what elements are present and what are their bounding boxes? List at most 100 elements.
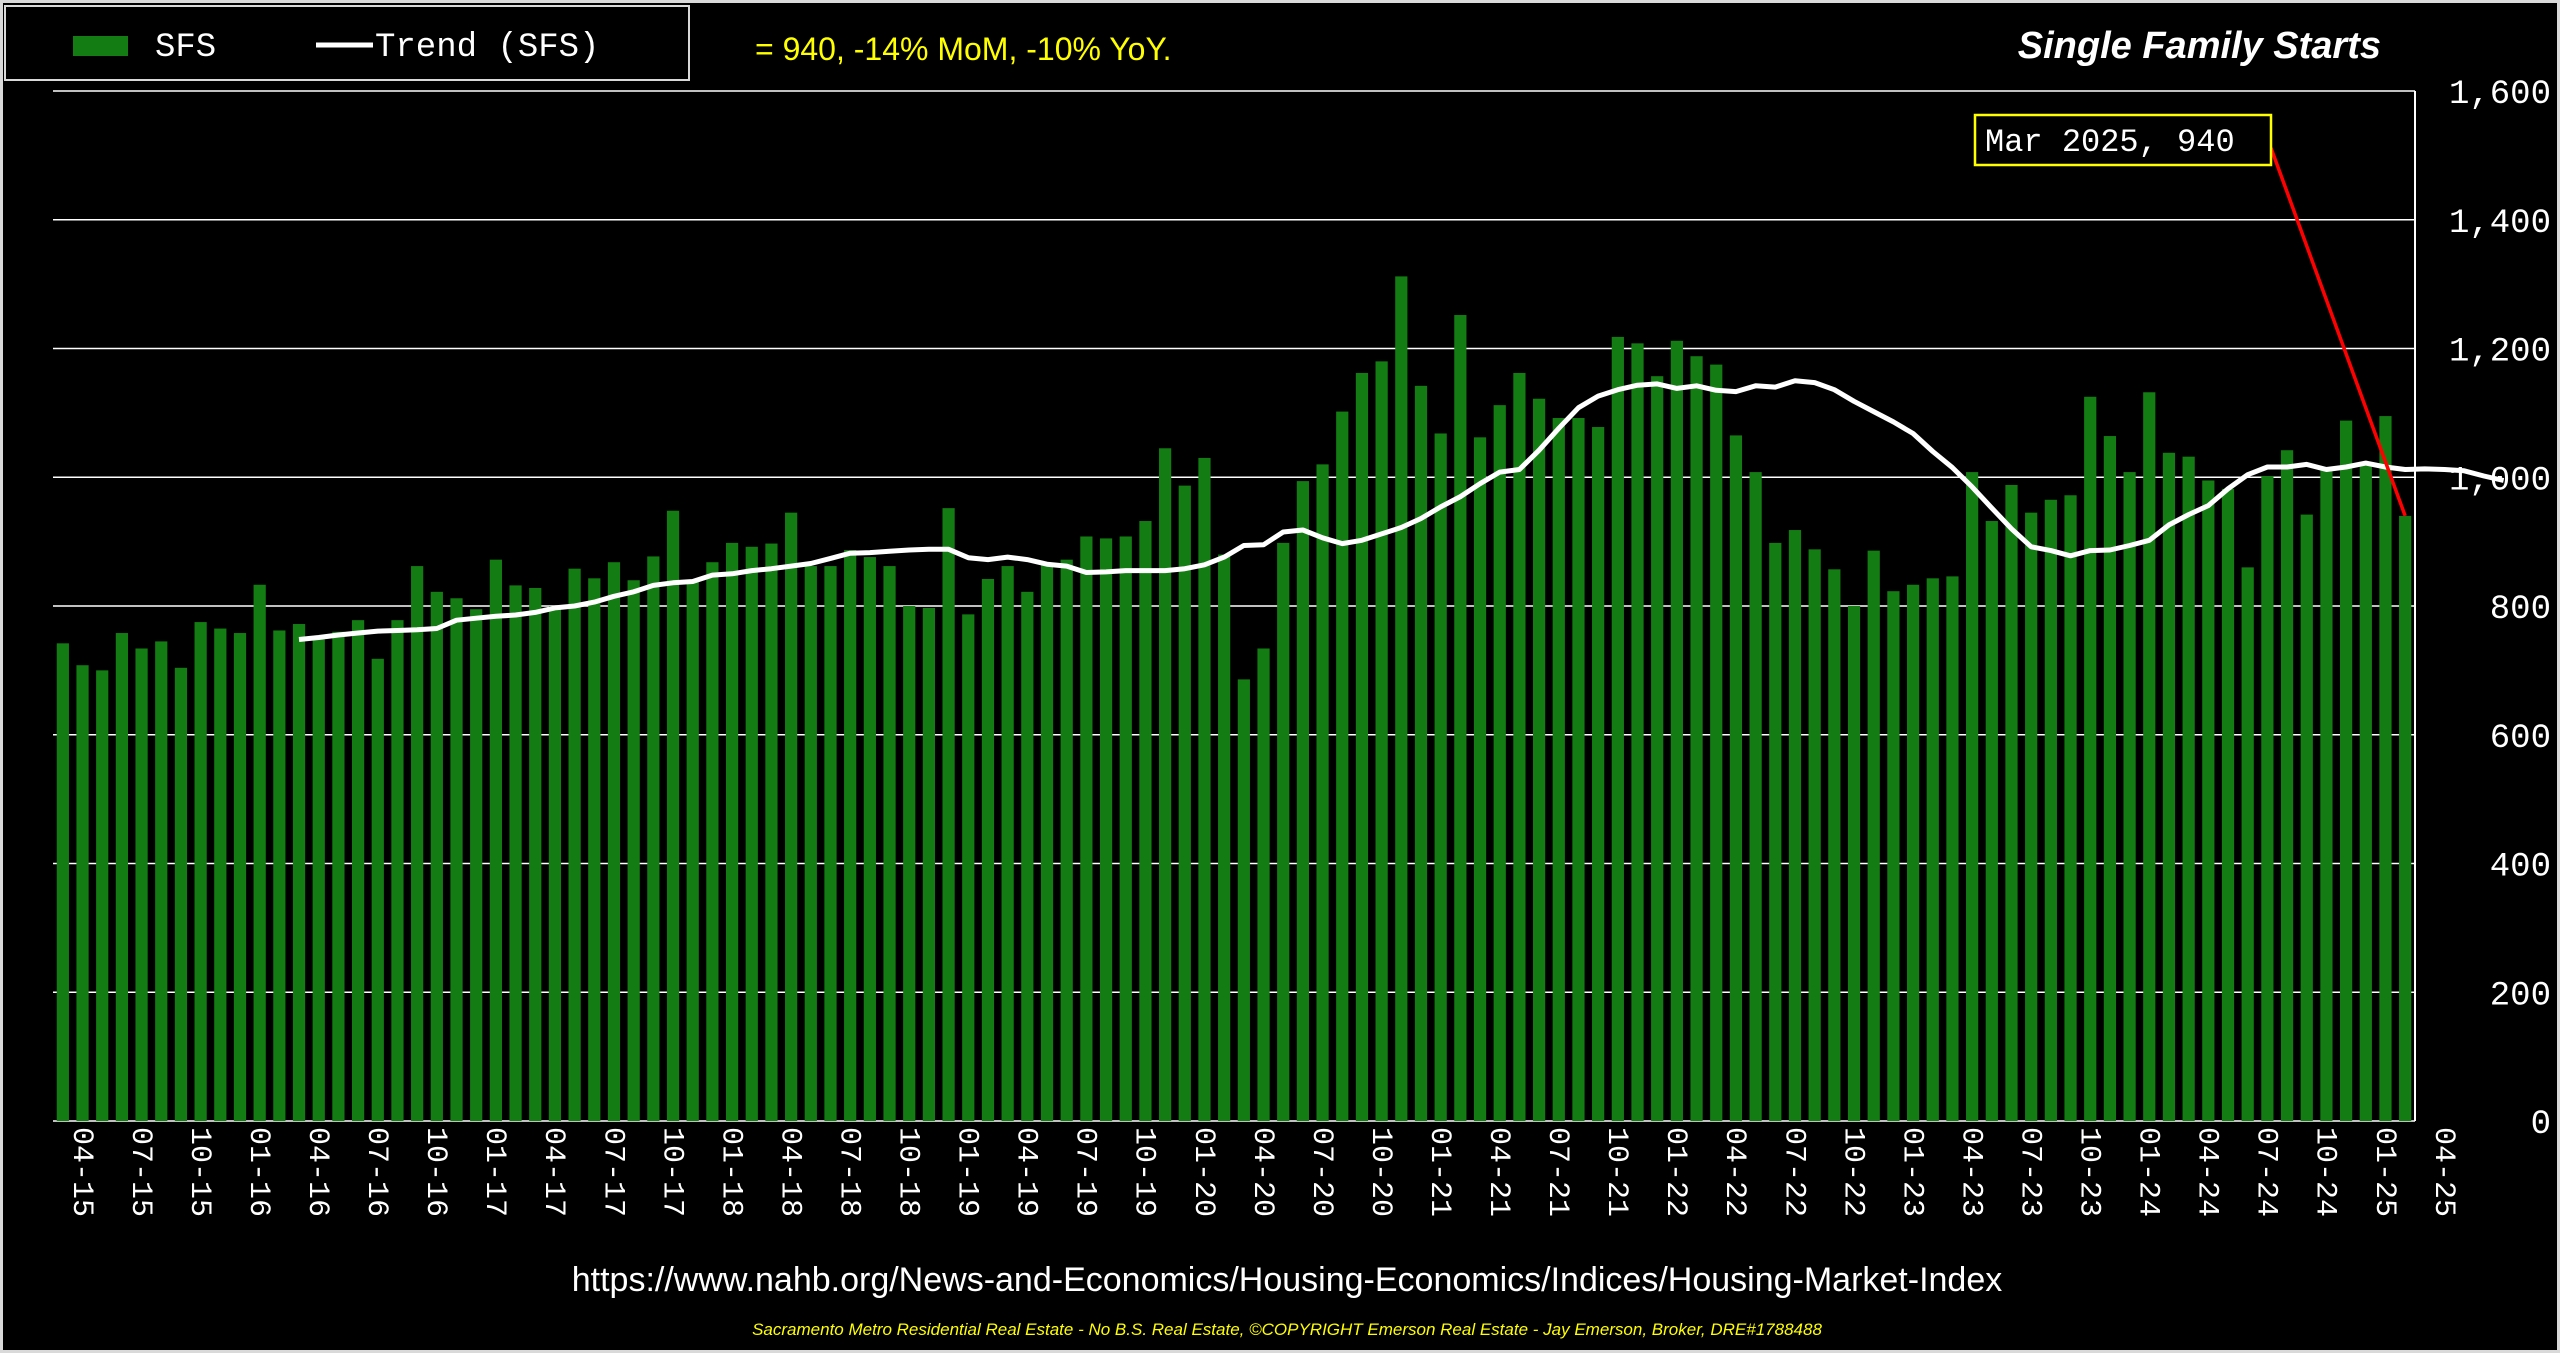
y-tick-label: 1,400 [2449, 205, 2551, 243]
sfs-bar [1237, 679, 1250, 1121]
latest-value-callout: Mar 2025, 940 [1973, 113, 2407, 517]
sfs-bar [2379, 416, 2392, 1121]
sfs-bar [1592, 427, 1605, 1122]
sfs-bar [2123, 472, 2136, 1122]
sfs-bar [1021, 591, 1034, 1121]
x-tick-label: 10-19 [1127, 1127, 1161, 1217]
sfs-bar [647, 556, 660, 1121]
sfs-bar [2261, 475, 2274, 1121]
sfs-bar [115, 633, 128, 1121]
sfs-bar [332, 631, 345, 1121]
sfs-bar [1513, 372, 1526, 1121]
sfs-bar [1159, 448, 1172, 1121]
sfs-bar [903, 606, 916, 1121]
sfs-bar [1473, 437, 1487, 1121]
sfs-bar [785, 512, 798, 1121]
x-tick-label: 01-18 [713, 1127, 747, 1217]
sfs-bar [725, 542, 739, 1121]
sfs-bar [2359, 463, 2372, 1121]
x-tick-label: 07-23 [2012, 1127, 2046, 1217]
sfs-bar [96, 670, 109, 1121]
x-tick-label: 01-20 [1186, 1127, 1220, 1217]
sfs-bar [2320, 469, 2333, 1121]
sfs-bar [2221, 488, 2235, 1121]
legend-bar-swatch [73, 36, 128, 56]
sfs-bar [2084, 396, 2097, 1121]
sfs-bar [194, 622, 207, 1121]
sfs-bar [1887, 591, 1900, 1121]
x-tick-label: 01-19 [950, 1127, 984, 1217]
sfs-bar [1336, 411, 1349, 1121]
sfs-bar [1375, 361, 1388, 1121]
sfs-bar [1906, 584, 1920, 1121]
sfs-bar [1631, 343, 1644, 1122]
sfs-bar [312, 639, 325, 1121]
x-tick-label: 01-17 [477, 1127, 511, 1217]
sfs-bar [1946, 576, 1959, 1121]
x-tick-label: 01-24 [2131, 1127, 2165, 1217]
sfs-bar [1395, 276, 1408, 1121]
x-tick-label: 07-22 [1776, 1127, 1810, 1217]
sfs-bar [844, 549, 857, 1121]
sfs-bar [1218, 554, 1231, 1121]
x-tick-label: 04-18 [772, 1127, 806, 1217]
sfs-bar [666, 510, 680, 1122]
sfs-bar [489, 559, 502, 1121]
x-tick-label: 01-16 [241, 1127, 275, 1217]
sfs-bar [214, 628, 227, 1121]
sfs-bar [2103, 436, 2117, 1121]
sfs-bar [1178, 485, 1191, 1121]
sfs-bar [1001, 566, 1014, 1121]
sfs-bar [1414, 385, 1428, 1121]
x-tick-label: 10-17 [654, 1127, 688, 1217]
sfs-bar [1867, 550, 1880, 1121]
x-tick-label: 07-18 [831, 1127, 865, 1217]
sfs-bar [607, 562, 621, 1121]
y-tick-label: 600 [2490, 720, 2551, 758]
x-tick-label: 10-18 [891, 1127, 925, 1217]
x-axis-ticks: 04-15 07-15 10-15 01-16 04-16 07-16 10-16 01-17… [64, 1127, 2460, 1217]
y-tick-label: 0 [2531, 1106, 2551, 1144]
sfs-bar [2280, 450, 2294, 1121]
x-tick-label: 07-15 [123, 1127, 157, 1217]
y-axis-ticks: 0 200 400 600 800 1,000 1,200 1,400 1,600 [2449, 76, 2551, 1144]
sfs-bar [2182, 456, 2195, 1121]
sfs-bar [883, 566, 896, 1121]
x-tick-label: 04-22 [1717, 1127, 1751, 1217]
sfs-bar [529, 587, 542, 1121]
sfs-bar [1316, 464, 1329, 1121]
sfs-bar [450, 598, 463, 1121]
x-tick-label: 07-16 [359, 1127, 393, 1217]
sfs-bar [1493, 405, 1506, 1121]
callout-pointer-line [2269, 147, 2407, 517]
sfs-bar [1119, 536, 1132, 1121]
sfs-bar [1769, 542, 1782, 1121]
sfs-bar [1257, 648, 1270, 1121]
x-tick-label: 10-20 [1363, 1127, 1397, 1217]
sfs-bar [1670, 340, 1683, 1121]
sfs-bar [2064, 495, 2077, 1121]
y-tick-label: 1,600 [2449, 76, 2551, 114]
sfs-bar [2340, 420, 2353, 1122]
x-tick-label: 10-15 [182, 1127, 216, 1217]
sfs-bar [824, 566, 837, 1121]
x-tick-label: 04-17 [536, 1127, 570, 1217]
sfs-bar [2162, 452, 2176, 1122]
sfs-bar [1651, 376, 1664, 1121]
sfs-bar [2044, 499, 2057, 1121]
sfs-bar [253, 584, 266, 1121]
sfs-bar [765, 543, 778, 1121]
sfs-bar [1552, 418, 1565, 1121]
sfs-bar [1277, 542, 1290, 1121]
callout-label: Mar 2025, 940 [1985, 124, 2235, 161]
sfs-bar [430, 591, 443, 1121]
x-tick-label: 10-24 [2308, 1127, 2342, 1217]
sfs-bar [962, 614, 975, 1121]
sfs-bar [627, 580, 640, 1121]
sfs-bar [1788, 530, 1802, 1121]
sfs-bar [981, 578, 995, 1121]
y-tick-label: 400 [2490, 849, 2551, 887]
legend-bar-label: SFS [155, 29, 216, 67]
sfs-bar [1080, 536, 1093, 1121]
